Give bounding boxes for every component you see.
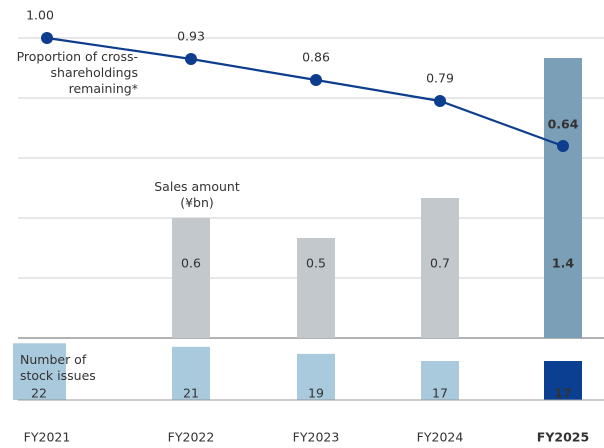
x-tick-label: FY2023 bbox=[293, 430, 340, 445]
bar-value-label: 1.4 bbox=[552, 256, 574, 271]
bar bbox=[172, 218, 210, 338]
bar-value-label: 19 bbox=[308, 386, 324, 401]
x-tick-label: FY2021 bbox=[24, 430, 71, 445]
x-tick-label: FY2024 bbox=[417, 430, 464, 445]
bar-value-label: 22 bbox=[31, 386, 47, 401]
line-point bbox=[185, 53, 197, 65]
bar bbox=[297, 238, 335, 338]
line-value-label: 0.64 bbox=[548, 117, 579, 132]
line-point bbox=[434, 95, 446, 107]
bar bbox=[421, 361, 459, 400]
x-tick-label: FY2022 bbox=[168, 430, 215, 445]
bar bbox=[421, 198, 459, 338]
line-value-label: 0.86 bbox=[302, 50, 330, 65]
line-value-label: 1.00 bbox=[26, 8, 54, 23]
bar-annotation: Sales amount (¥bn) bbox=[154, 179, 240, 210]
bar-value-label: 0.6 bbox=[181, 256, 201, 271]
bar bbox=[172, 346, 210, 400]
line-point bbox=[557, 140, 569, 152]
bar-value-label: 0.5 bbox=[306, 256, 326, 271]
line-value-label: 0.79 bbox=[426, 71, 454, 86]
bar bbox=[544, 58, 582, 338]
line-point bbox=[41, 32, 53, 44]
bar-value-label: 17 bbox=[554, 386, 571, 401]
line-annotation: Proportion of cross-shareholdings remain… bbox=[16, 49, 138, 96]
line-value-label: 0.93 bbox=[177, 29, 205, 44]
bar-value-label: 21 bbox=[183, 386, 199, 401]
bar bbox=[13, 343, 66, 400]
bar-value-label: 0.7 bbox=[430, 256, 450, 271]
x-tick-label: FY2025 bbox=[537, 430, 589, 445]
bar-value-label: 17 bbox=[432, 386, 448, 401]
issues-annotation: Number of stock issues bbox=[20, 352, 96, 383]
bar bbox=[297, 353, 335, 400]
bar bbox=[544, 361, 582, 400]
line-point bbox=[310, 74, 322, 86]
